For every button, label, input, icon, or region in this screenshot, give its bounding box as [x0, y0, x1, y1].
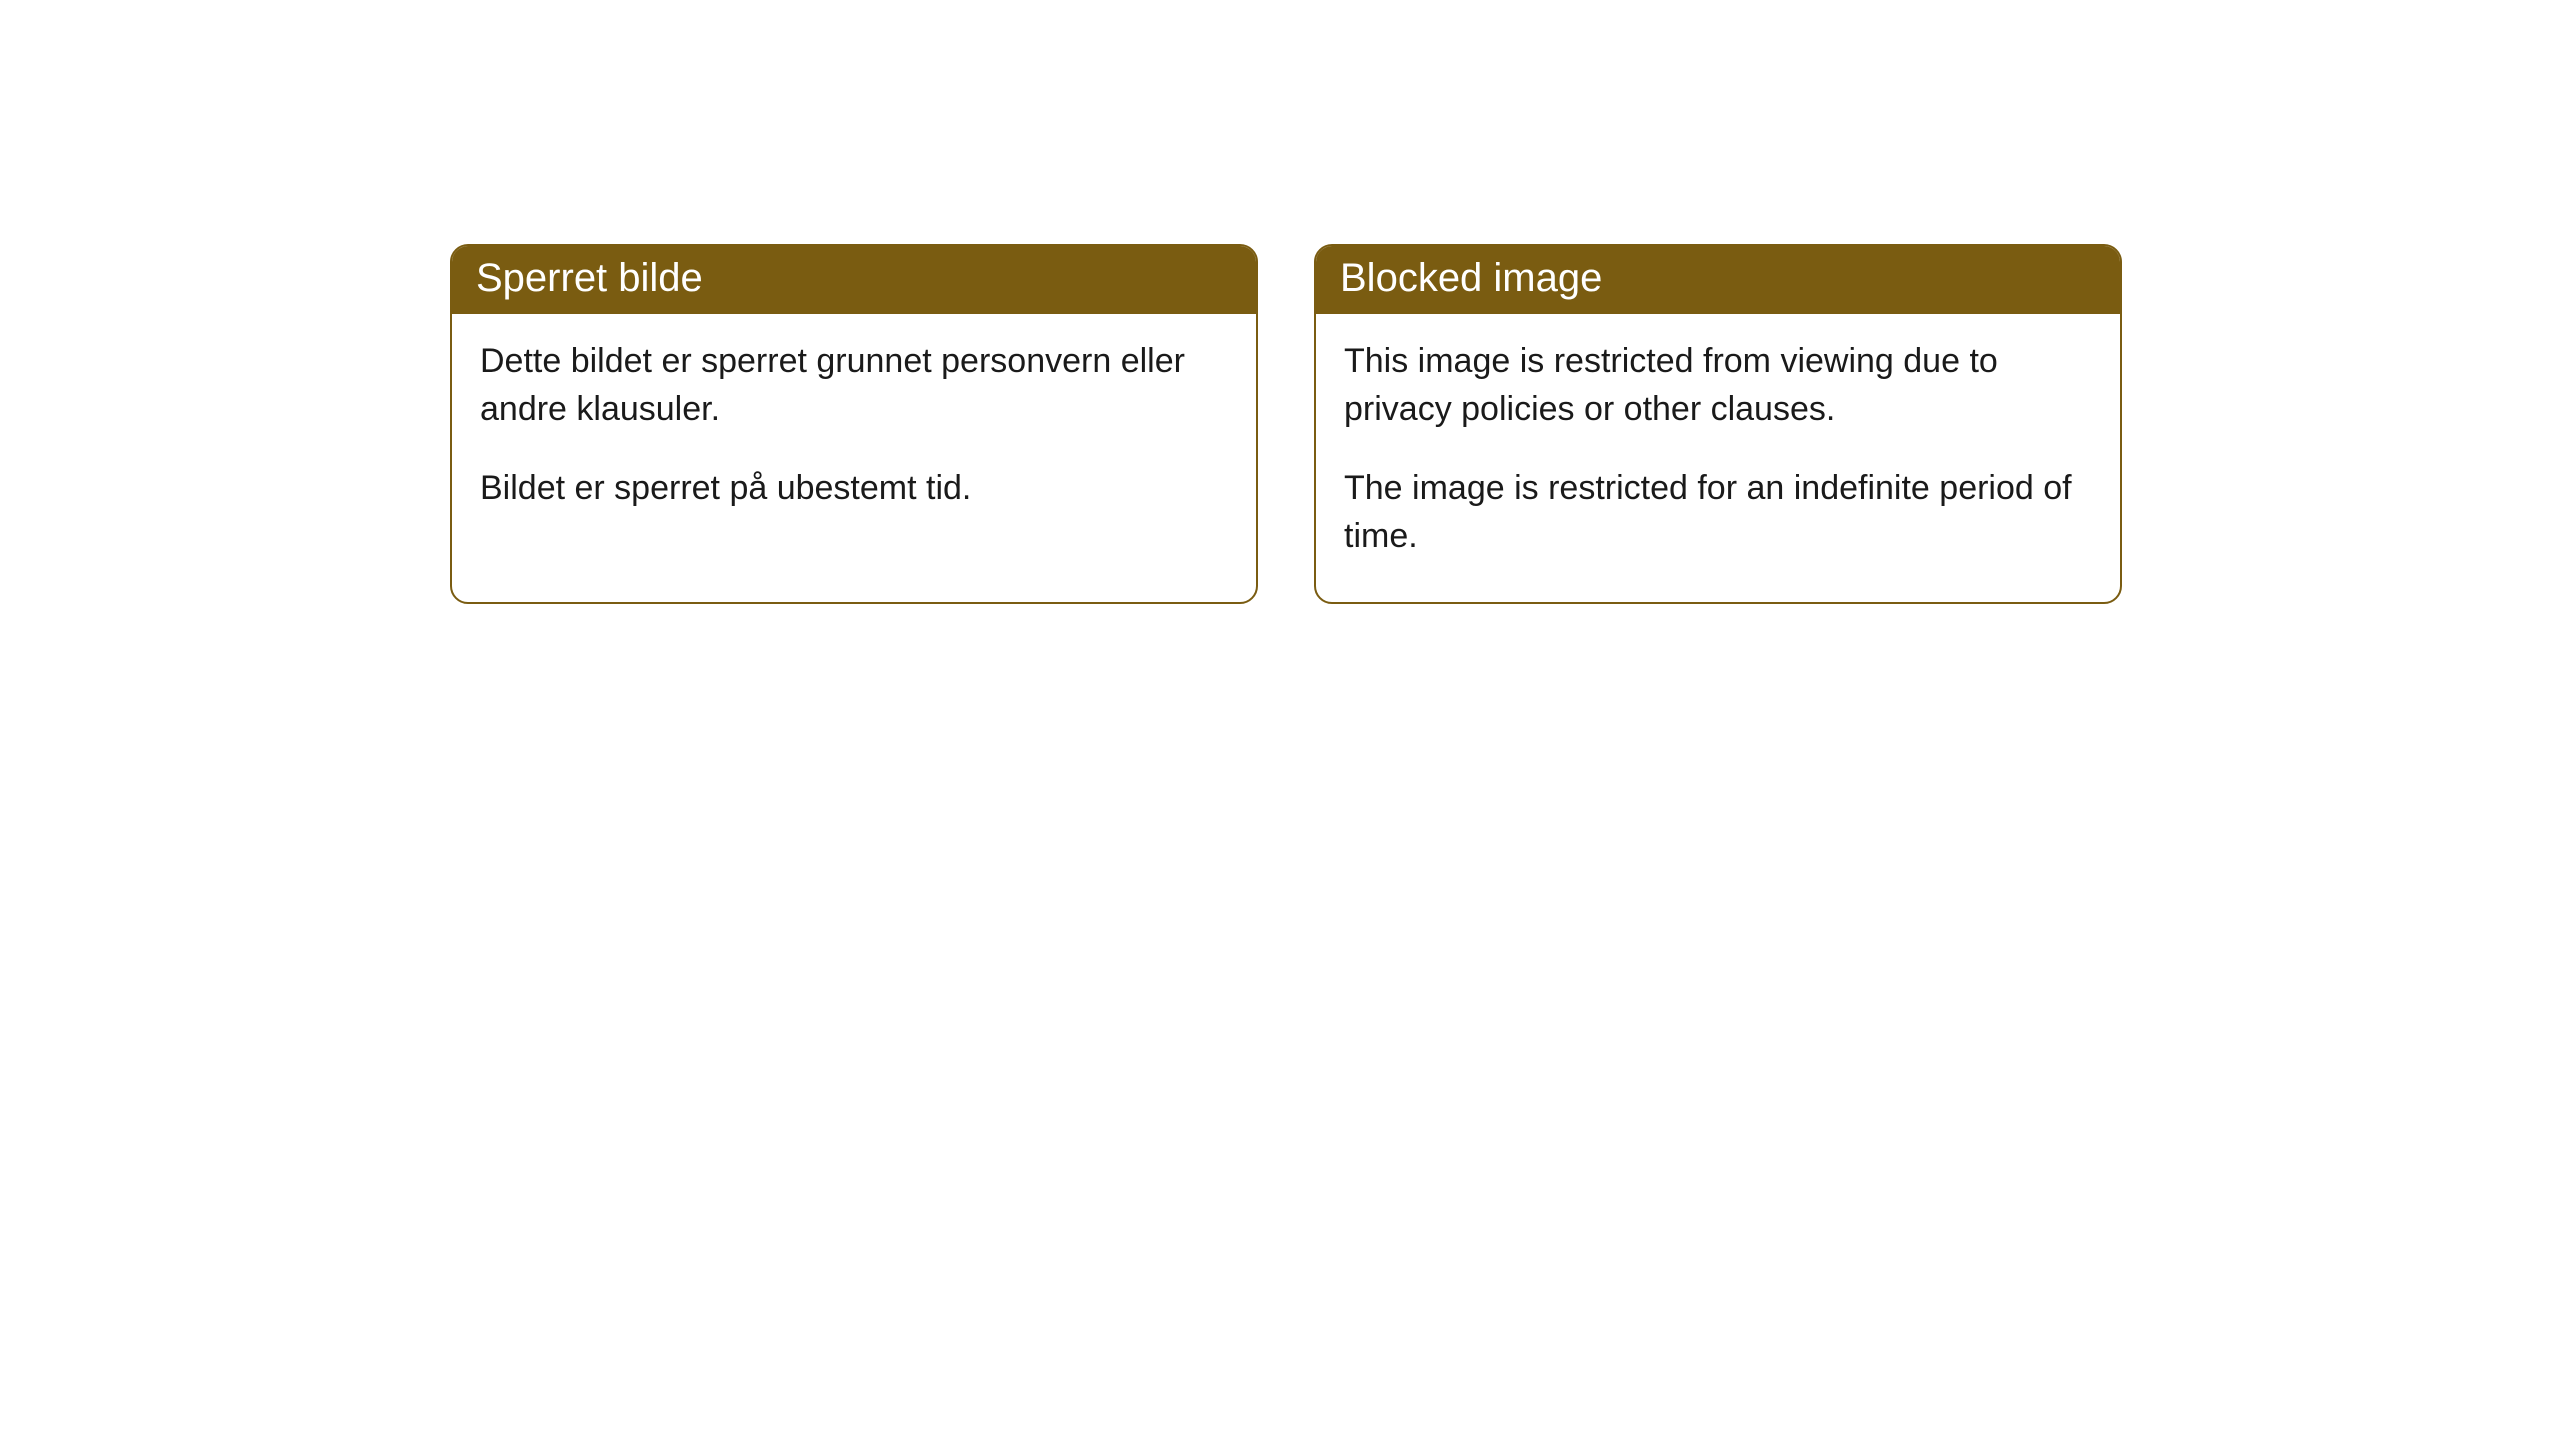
card-paragraph: Dette bildet er sperret grunnet personve…: [480, 338, 1228, 433]
card-body: Dette bildet er sperret grunnet personve…: [452, 314, 1256, 555]
card-paragraph: This image is restricted from viewing du…: [1344, 338, 2092, 433]
notice-container: Sperret bilde Dette bildet er sperret gr…: [450, 244, 2560, 604]
card-paragraph: Bildet er sperret på ubestemt tid.: [480, 465, 1228, 513]
card-title: Blocked image: [1316, 246, 2120, 314]
card-body: This image is restricted from viewing du…: [1316, 314, 2120, 602]
notice-card-norwegian: Sperret bilde Dette bildet er sperret gr…: [450, 244, 1258, 604]
card-title: Sperret bilde: [452, 246, 1256, 314]
card-paragraph: The image is restricted for an indefinit…: [1344, 465, 2092, 560]
notice-card-english: Blocked image This image is restricted f…: [1314, 244, 2122, 604]
